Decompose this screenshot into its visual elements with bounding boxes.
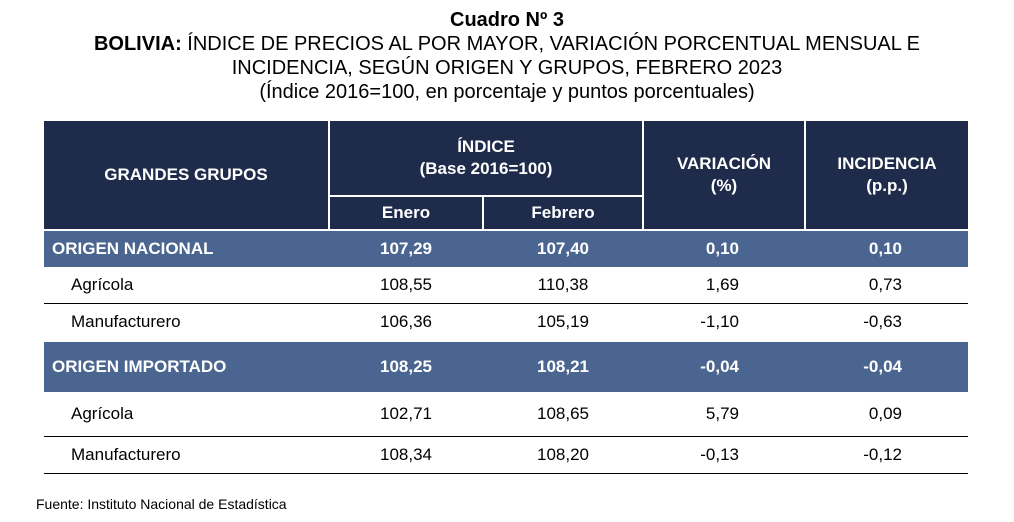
row-name: Manufacturero <box>44 303 329 342</box>
cell-incidencia: 0,10 <box>805 229 969 267</box>
header-incidencia-label: INCIDENCIA <box>837 154 937 173</box>
cell-enero: 108,25 <box>329 340 483 392</box>
header-indice-base: (Base 2016=100) <box>419 158 553 178</box>
cell-variacion: -0,13 <box>643 436 806 474</box>
cell-enero: 107,29 <box>329 229 483 267</box>
table-row-origen-importado: ORIGEN IMPORTADO 108,25 108,21 -0,04 -0,… <box>44 340 969 392</box>
row-name: ORIGEN NACIONAL <box>44 229 329 267</box>
cell-incidencia: 0,09 <box>805 392 969 437</box>
cell-febrero: 108,65 <box>483 392 644 437</box>
row-name: Agrícola <box>44 392 329 437</box>
table-row: Manufacturero 108,34 108,20 -0,13 -0,12 <box>44 436 969 474</box>
title-line-2: INCIDENCIA, SEGÚN ORIGEN Y GRUPOS, FEBRE… <box>231 57 783 79</box>
title-line-1: BOLIVIA: ÍNDICE DE PRECIOS AL POR MAYOR,… <box>0 32 1014 56</box>
header-variacion: VARIACIÓN (%) <box>643 121 807 230</box>
header-grandes-grupos: GRANDES GRUPOS <box>44 121 330 230</box>
cell-variacion: 5,79 <box>643 392 806 437</box>
table-row: Manufacturero 106,36 105,19 -1,10 -0,63 <box>44 303 969 342</box>
title-line-1-text: ÍNDICE DE PRECIOS AL POR MAYOR, VARIACIÓ… <box>181 33 921 55</box>
header-incidencia: INCIDENCIA (p.p.) <box>805 121 969 230</box>
header-enero: Enero <box>329 194 484 230</box>
cell-variacion: 0,10 <box>643 229 806 267</box>
title-units: (Índice 2016=100, en porcentaje y puntos… <box>259 81 755 103</box>
cell-febrero: 108,21 <box>483 340 644 392</box>
cell-enero: 106,36 <box>329 303 483 342</box>
header-incidencia-unit: (p.p.) <box>866 176 908 195</box>
header-indice-label: ÍNDICE <box>457 136 515 156</box>
cell-febrero: 105,19 <box>483 303 644 342</box>
row-name: ORIGEN IMPORTADO <box>44 340 329 392</box>
cell-variacion: 1,69 <box>643 267 806 304</box>
table-row: Agrícola 102,71 108,65 5,79 0,09 <box>44 392 969 437</box>
price-index-table: GRANDES GRUPOS ÍNDICE (Base 2016=100) VA… <box>44 121 969 474</box>
source-note: Fuente: Instituto Nacional de Estadístic… <box>36 496 287 512</box>
header-indice: ÍNDICE (Base 2016=100) <box>329 121 645 196</box>
cell-febrero: 110,38 <box>483 267 644 304</box>
cell-variacion: -1,10 <box>643 303 806 342</box>
header-variacion-label: VARIACIÓN <box>676 154 772 173</box>
row-name: Manufacturero <box>44 436 329 474</box>
cell-incidencia: -0,12 <box>805 436 969 474</box>
cell-febrero: 108,20 <box>483 436 644 474</box>
table-number: Cuadro Nº 3 <box>450 9 564 31</box>
table-row: Agrícola 108,55 110,38 1,69 0,73 <box>44 267 969 304</box>
cell-febrero: 107,40 <box>483 229 644 267</box>
cell-enero: 102,71 <box>329 392 483 437</box>
header-variacion-unit: (%) <box>710 176 738 195</box>
table-row-origen-nacional: ORIGEN NACIONAL 107,29 107,40 0,10 0,10 <box>44 229 969 267</box>
header-febrero: Febrero <box>483 194 645 230</box>
cell-incidencia: -0,04 <box>805 340 969 392</box>
table-title-block: Cuadro Nº 3 BOLIVIA: ÍNDICE DE PRECIOS A… <box>0 8 1014 104</box>
row-name: Agrícola <box>44 267 329 304</box>
cell-enero: 108,34 <box>329 436 483 474</box>
cell-incidencia: 0,73 <box>805 267 969 304</box>
cell-variacion: -0,04 <box>643 340 806 392</box>
cell-incidencia: -0,63 <box>805 303 969 342</box>
title-country: BOLIVIA: <box>93 33 182 55</box>
cell-enero: 108,55 <box>329 267 483 304</box>
